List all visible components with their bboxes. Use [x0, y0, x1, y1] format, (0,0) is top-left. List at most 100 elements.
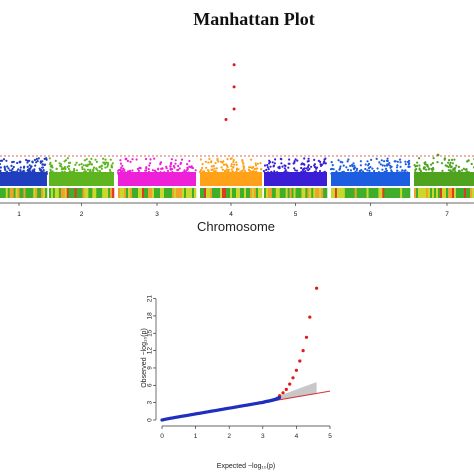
- snp-point: [364, 163, 367, 166]
- density-cell: [1, 188, 5, 198]
- qq-point: [308, 315, 312, 319]
- snp-point: [388, 162, 391, 165]
- snp-point: [35, 161, 38, 164]
- snp-point: [148, 164, 151, 167]
- snp-point: [324, 171, 327, 175]
- density-cell: [426, 188, 429, 198]
- snp-point: [432, 172, 435, 175]
- snp-point: [371, 167, 374, 170]
- density-cell: [432, 188, 435, 198]
- snp-point: [465, 170, 469, 173]
- snp-point: [241, 159, 244, 162]
- snp-point: [288, 162, 291, 165]
- snp-point: [256, 172, 259, 176]
- density-cell: [64, 188, 68, 198]
- snp-point: [119, 159, 122, 162]
- snp-point: [437, 172, 440, 175]
- snp-point: [342, 164, 345, 167]
- snp-point: [100, 167, 103, 170]
- qq-x-axis-title: Expected −log₁₀(p): [217, 463, 275, 470]
- density-cell: [164, 188, 167, 198]
- manhattan-x-axis-title: Chromosome: [197, 219, 275, 234]
- snp-point: [318, 169, 322, 173]
- snp-point: [41, 166, 44, 169]
- snp-point: [343, 172, 346, 176]
- snp-point: [212, 164, 215, 167]
- density-cell: [336, 188, 340, 198]
- snp-point: [120, 170, 123, 173]
- density-cell: [386, 188, 389, 198]
- snp-point: [399, 161, 402, 164]
- density-cell: [468, 188, 471, 198]
- density-cell: [172, 188, 175, 198]
- density-cell: [388, 188, 391, 198]
- density-cell: [52, 188, 56, 198]
- snp-point: [330, 172, 333, 175]
- density-cell: [120, 188, 123, 198]
- density-cell: [214, 188, 217, 198]
- snp-point: [384, 167, 388, 170]
- density-cell: [319, 188, 322, 198]
- snp-point: [252, 165, 255, 169]
- snp-point: [223, 172, 226, 176]
- snp-point: [32, 172, 35, 176]
- snp-point: [420, 171, 423, 174]
- snp-point: [455, 164, 458, 167]
- snp-point: [19, 169, 22, 173]
- snp-point: [266, 171, 270, 174]
- qq-point: [315, 286, 319, 290]
- snp-point: [232, 160, 235, 164]
- peak-point: [232, 63, 236, 67]
- snp-point: [60, 163, 63, 166]
- density-cell: [212, 188, 215, 198]
- snp-point: [16, 170, 19, 173]
- snp-point: [37, 157, 40, 160]
- density-cell: [420, 188, 423, 198]
- snp-point: [231, 170, 234, 173]
- snp-point: [403, 172, 406, 175]
- snp-point: [104, 166, 107, 169]
- density-cell: [11, 188, 14, 198]
- snp-point: [33, 158, 37, 162]
- qq-y-tick-label: 12: [147, 347, 154, 355]
- snp-point: [25, 158, 28, 162]
- density-cell: [277, 188, 281, 198]
- snp-point: [125, 172, 128, 175]
- snp-point: [269, 165, 272, 168]
- snp-point: [82, 164, 85, 167]
- qq-point: [301, 349, 305, 353]
- snp-point: [240, 172, 243, 176]
- snp-point: [85, 158, 88, 161]
- snp-point: [210, 160, 213, 163]
- snp-point: [364, 167, 367, 171]
- density-cell: [354, 188, 357, 198]
- snp-point: [43, 172, 46, 176]
- qq-x-ticks: 0 1 2 3 4 5: [160, 426, 332, 440]
- snp-point: [1, 172, 5, 176]
- density-cell: [317, 188, 320, 198]
- snp-point: [458, 169, 461, 172]
- snp-point: [396, 164, 399, 167]
- snp-point: [226, 165, 229, 169]
- density-cell: [0, 188, 3, 198]
- snp-point: [297, 171, 300, 175]
- snp-point: [19, 172, 23, 175]
- chromosome-point-cloud: [264, 172, 327, 186]
- snp-point: [151, 169, 154, 172]
- snp-point: [235, 172, 238, 176]
- density-cell: [434, 188, 437, 198]
- snp-point: [432, 168, 435, 171]
- snp-point: [88, 172, 91, 176]
- snp-point: [370, 172, 373, 175]
- density-cell: [364, 188, 367, 198]
- snp-point: [399, 165, 402, 168]
- snp-point: [335, 171, 338, 175]
- density-cell: [74, 188, 77, 198]
- density-cell: [307, 188, 310, 198]
- snp-point: [191, 166, 194, 170]
- snp-point: [29, 172, 32, 175]
- density-cell: [156, 188, 159, 198]
- density-cell: [458, 188, 461, 198]
- snp-point: [39, 161, 42, 164]
- density-cell: [72, 188, 75, 198]
